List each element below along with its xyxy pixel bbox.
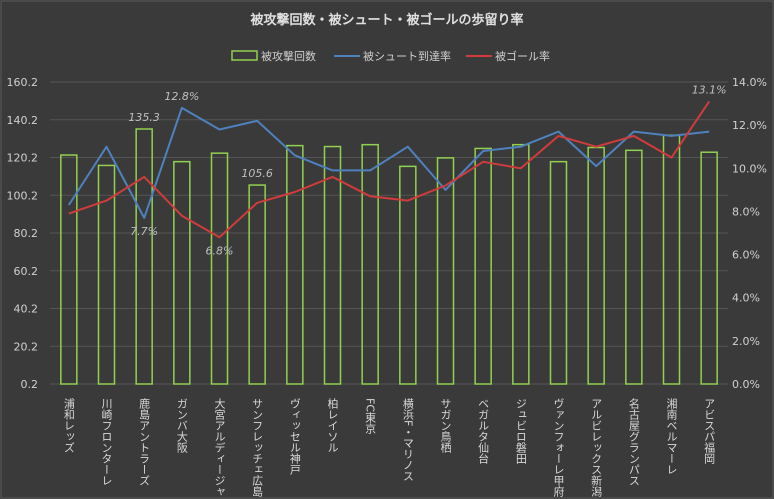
- category-label: サンフレッチェ広島: [251, 398, 264, 498]
- shot-rate-line: [67, 106, 710, 219]
- right-tick-label: 10.0%: [732, 162, 767, 175]
- category-label: 柏レイソル: [326, 397, 339, 453]
- category-label: FC東京: [364, 398, 377, 435]
- bar: [286, 144, 304, 385]
- line-series: [67, 100, 711, 239]
- bar: [173, 160, 191, 385]
- category-label: 浦和レッズ: [62, 398, 75, 453]
- legend-label-goal-rate: 被ゴール率: [495, 49, 550, 63]
- category-label: ベガルタ仙台: [477, 398, 490, 464]
- data-label: 105.6: [241, 167, 273, 180]
- right-axis-ticks: 0.0% 2.0% 4.0% 6.0% 8.0% 10.0% 12.0% 14.0%: [732, 76, 767, 391]
- left-tick-label: 0.2: [21, 378, 39, 391]
- category-label: 鹿島アントラーズ: [138, 397, 151, 486]
- category-label: アビスパ福岡: [703, 398, 716, 465]
- bar: [399, 165, 417, 385]
- bar: [625, 149, 643, 385]
- category-label: ヴァンフォーレ甲府: [552, 398, 565, 498]
- category-label: 湘南ベルマーレ: [665, 397, 678, 475]
- left-tick-label: 40.2: [14, 303, 39, 316]
- category-label: 名古屋グランパス: [627, 397, 640, 486]
- right-tick-label: 0.0%: [732, 378, 760, 391]
- bar: [700, 151, 718, 385]
- right-tick-label: 6.0%: [732, 249, 760, 262]
- bar: [512, 143, 530, 385]
- left-tick-label: 80.2: [14, 227, 39, 240]
- category-label: サガン鳥栖: [439, 398, 452, 454]
- bar: [323, 145, 342, 385]
- left-tick-label: 140.2: [7, 114, 39, 127]
- bar: [210, 152, 229, 385]
- data-label: 135.3: [128, 111, 160, 124]
- left-axis-ticks: 0.2 20.2 40.2 60.2 80.2 100.2 120.2 140.2 160.2: [7, 76, 39, 391]
- left-tick-label: 120.2: [7, 152, 39, 165]
- legend-label-attacks: 被攻撃回数: [261, 49, 316, 63]
- bar: [474, 147, 492, 385]
- bar: [60, 154, 78, 385]
- bar: [97, 164, 116, 385]
- category-label: ガンバ大阪: [175, 398, 188, 454]
- data-label: 12.8%: [164, 90, 199, 103]
- legend-label-shot-rate: 被シュート到達率: [363, 49, 451, 63]
- chart-title: 被攻撃回数・被シュート・被ゴールの歩留り率: [249, 12, 523, 28]
- right-tick-label: 2.0%: [732, 335, 760, 348]
- category-label: アルビレックス新潟: [590, 398, 603, 498]
- category-label: 川崎フロンターレ: [100, 398, 113, 486]
- right-tick-label: 4.0%: [732, 292, 760, 305]
- bar: [248, 184, 266, 385]
- left-tick-label: 160.2: [7, 76, 39, 89]
- legend-swatch-bar: [231, 50, 258, 61]
- data-label: 13.1%: [692, 83, 727, 96]
- left-tick-label: 60.2: [14, 265, 39, 278]
- bar: [361, 143, 379, 385]
- goal-rate-line: [68, 100, 711, 239]
- category-label: ヴィッセル神戸: [288, 398, 301, 476]
- left-tick-label: 100.2: [7, 189, 39, 202]
- data-label: 6.8%: [206, 244, 234, 257]
- category-label: 横浜F・マリノス: [401, 397, 414, 482]
- data-labels: 135.3 105.6 12.8% 7.7% 6.8% 13.1%: [128, 83, 726, 257]
- category-label: 大宮アルディージャ: [213, 397, 226, 497]
- data-label: 7.7%: [130, 225, 158, 238]
- category-label: ジュビロ磐田: [514, 398, 527, 464]
- left-tick-label: 20.2: [14, 340, 39, 353]
- right-tick-label: 14.0%: [732, 76, 767, 89]
- bar: [549, 160, 568, 385]
- legend: 被攻撃回数 被シュート到達率 被ゴール率: [231, 49, 550, 63]
- right-tick-label: 12.0%: [732, 119, 767, 132]
- bar: [135, 128, 153, 385]
- bar: [436, 157, 455, 385]
- category-labels: 浦和レッズ 川崎フロンターレ 鹿島アントラーズ ガンバ大阪 大宮アルディージャ サンフレッ…: [62, 397, 715, 498]
- right-tick-label: 8.0%: [732, 205, 760, 218]
